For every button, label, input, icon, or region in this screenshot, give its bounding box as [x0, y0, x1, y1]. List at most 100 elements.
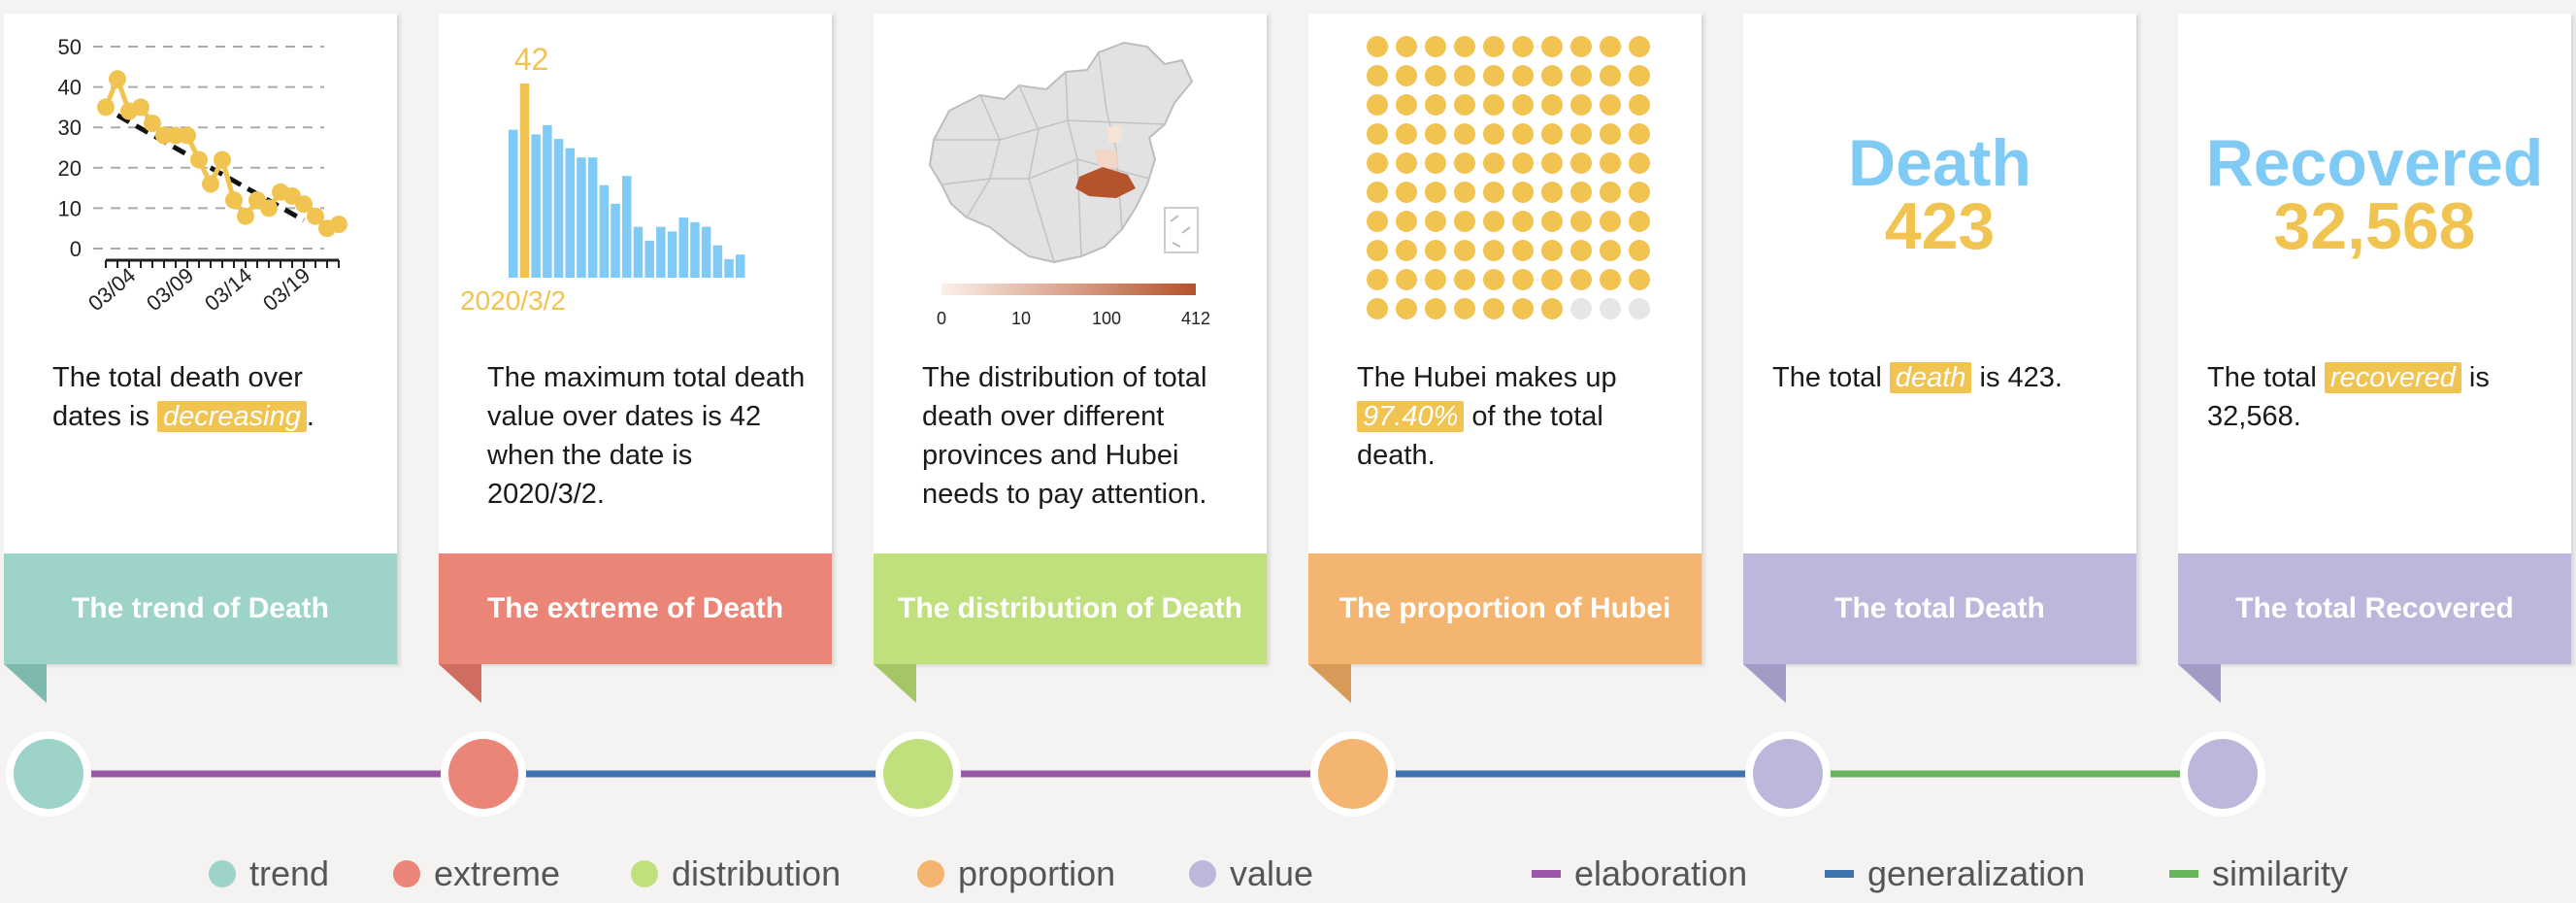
- card-banner: The total Recovered: [2178, 553, 2571, 664]
- waffle-dot-filled: [1454, 269, 1475, 290]
- banner-flag-shape: [1308, 664, 1351, 703]
- province-border: [1018, 84, 1055, 263]
- waffle-dot-filled: [1512, 123, 1534, 145]
- waffle-dot-filled: [1600, 240, 1621, 261]
- map-country: [928, 41, 1194, 264]
- waffle-dot-filled: [1425, 269, 1446, 290]
- timeline-node: [14, 739, 83, 809]
- waffle-dot-filled: [1454, 298, 1475, 319]
- scale-tick-label: 0: [937, 309, 946, 328]
- description-highlight: decreasing: [157, 401, 307, 432]
- china-map: 0 10 100 412: [928, 41, 1210, 328]
- data-point: [132, 98, 149, 117]
- card-the-distribution-of-death: 0 10 100 412 The distribution of total death…: [874, 14, 1267, 703]
- bar: [577, 157, 586, 278]
- waffle-dot-filled: [1629, 269, 1650, 290]
- waffle-dot-filled: [1483, 94, 1504, 116]
- waffle-dot-filled: [1541, 65, 1563, 86]
- waffle-dot-filled: [1483, 36, 1504, 57]
- x-tick-label: 03/09: [142, 263, 198, 317]
- banner-flag-shape: [2178, 664, 2221, 703]
- waffle-dot-filled: [1483, 65, 1504, 86]
- card-visual: Recovered 32,568: [2178, 14, 2571, 334]
- waffle-dot-filled: [1629, 211, 1650, 232]
- waffle-dot-filled: [1600, 36, 1621, 57]
- legend-label: value: [1230, 853, 1314, 893]
- max-date-label: 2020/3/2: [460, 285, 566, 316]
- card-banner: The trend of Death: [4, 553, 397, 664]
- legend-label: extreme: [434, 853, 561, 893]
- legend-dot: [917, 860, 944, 887]
- card-description: The distribution of total death over dif…: [922, 358, 1247, 514]
- bar: [553, 139, 564, 278]
- data-point: [109, 70, 126, 88]
- waffle-dot-filled: [1541, 152, 1563, 174]
- waffle-dot-filled: [1512, 211, 1534, 232]
- card-banner: The proportion of Hubei: [1308, 553, 1701, 664]
- waffle-dot-filled: [1629, 94, 1650, 116]
- province-border: [1065, 71, 1082, 257]
- waffle-dot-filled: [1425, 240, 1446, 261]
- waffle-dot-filled: [1541, 36, 1563, 57]
- timeline-node: [1753, 739, 1823, 809]
- waffle-dot-filled: [1629, 65, 1650, 86]
- waffle-dot-filled: [1512, 65, 1534, 86]
- waffle-dot-filled: [1367, 298, 1388, 319]
- waffle-dot-filled: [1629, 36, 1650, 57]
- waffle-dot-filled: [1512, 182, 1534, 203]
- waffle-dot-filled: [1600, 211, 1621, 232]
- waffle-dot-filled: [1600, 152, 1621, 174]
- bar: [724, 258, 734, 278]
- big-title: Recovered: [2205, 126, 2544, 200]
- waffle-dot-filled: [1570, 211, 1592, 232]
- waffle-dot-filled: [1425, 65, 1446, 86]
- waffle-dot-filled: [1512, 152, 1534, 174]
- bar: [543, 124, 552, 278]
- waffle-dot-filled: [1483, 182, 1504, 203]
- waffle-dot-filled: [1570, 123, 1592, 145]
- waffle-dot-filled: [1483, 298, 1504, 319]
- scale-tick-label: 100: [1092, 309, 1121, 328]
- banner-flag: [4, 664, 47, 703]
- card-description: The total recovered is 32,568.: [2207, 358, 2557, 436]
- legend-item-extreme: extreme: [393, 845, 560, 903]
- banner-flag: [2178, 664, 2221, 703]
- waffle-dot-filled: [1483, 240, 1504, 261]
- waffle-dot-filled: [1396, 123, 1417, 145]
- banner-flag-shape: [874, 664, 916, 703]
- x-tick-label: 03/04: [83, 263, 140, 317]
- bar: [565, 148, 575, 278]
- waffle-dot-filled: [1454, 123, 1475, 145]
- bar: [531, 134, 541, 278]
- legend-item-similarity: similarity: [2169, 845, 2348, 903]
- data-point: [307, 207, 324, 225]
- waffle-dot-filled: [1454, 65, 1475, 86]
- waffle-dot-filled: [1512, 269, 1534, 290]
- waffle-dot-filled: [1396, 36, 1417, 57]
- waffle-dot-empty: [1629, 298, 1650, 319]
- waffle-dot-filled: [1367, 65, 1388, 86]
- bar: [678, 217, 688, 278]
- description-highlight: recovered: [2324, 362, 2461, 393]
- waffle-dot-filled: [1483, 123, 1504, 145]
- x-tick-label: 03/14: [200, 263, 256, 317]
- card-description: The maximum total death value over dates…: [487, 358, 812, 514]
- description-highlight: death: [1889, 362, 1972, 393]
- card-banner: The total Death: [1743, 553, 2136, 664]
- card-visual: 0 10 100 412: [874, 14, 1267, 334]
- waffle-dot-filled: [1570, 65, 1592, 86]
- waffle-dot-filled: [1425, 211, 1446, 232]
- legend-line: [1532, 870, 1561, 878]
- banner-flag: [439, 664, 481, 703]
- waffle-dot-filled: [1541, 298, 1563, 319]
- waffle-dot-filled: [1600, 269, 1621, 290]
- waffle-dot-filled: [1396, 94, 1417, 116]
- waffle-dot-filled: [1629, 182, 1650, 203]
- data-point: [225, 191, 243, 210]
- legend-dot: [209, 860, 236, 887]
- trend-line-chart: 0 10 20 30 40 50 03/04 03/09 03/14 03/19: [58, 35, 347, 317]
- waffle-dot-filled: [1483, 152, 1504, 174]
- bar: [611, 203, 620, 278]
- banner-flag-shape: [1743, 664, 1786, 703]
- extreme-bar-chart: 42 2020/3/2: [460, 42, 745, 316]
